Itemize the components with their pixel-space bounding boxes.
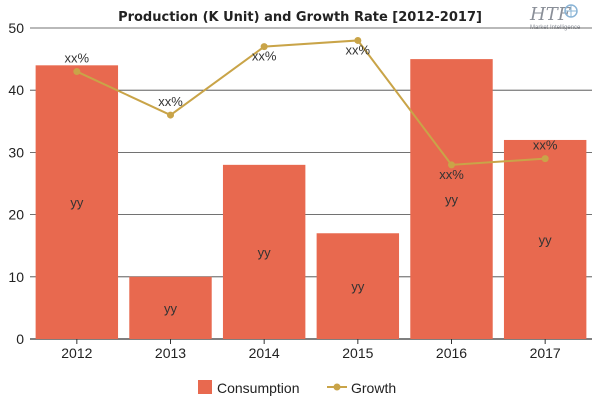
chart-title: Production (K Unit) and Growth Rate [201… <box>118 10 482 25</box>
globe-icon <box>564 4 578 18</box>
legend-label-consumption: Consumption <box>217 380 300 396</box>
data-labels: yy yy yy yy yy yy xx% xx% xx% xx% xx% xx% <box>65 42 558 315</box>
line-point <box>354 36 362 44</box>
y-tick-label: 10 <box>8 269 24 285</box>
line-data-label: xx% <box>252 49 277 64</box>
bar <box>503 139 587 339</box>
x-tick-label: 2017 <box>530 345 561 361</box>
x-tick-label: 2013 <box>155 345 186 361</box>
y-tick-label: 30 <box>8 144 24 160</box>
bar <box>316 233 400 339</box>
logo-text: HTF <box>529 4 572 25</box>
bar-data-label: yy <box>445 192 459 207</box>
line-point <box>73 68 81 76</box>
line-data-label: xx% <box>65 51 90 66</box>
bar-data-label: yy <box>164 301 178 316</box>
line-point <box>260 43 268 51</box>
gridlines <box>30 27 592 340</box>
growth-line <box>76 39 546 166</box>
y-tick-label: 0 <box>16 331 24 347</box>
bar <box>410 59 493 339</box>
bar-data-label: yy <box>258 245 272 260</box>
bar-data-label: yy <box>539 232 553 247</box>
y-tick-label: 50 <box>8 20 24 36</box>
line-data-label: xx% <box>158 94 183 109</box>
legend-swatch-growth-marker <box>333 383 341 391</box>
x-axis: 2012 2013 2014 2015 2016 2017 <box>61 339 561 361</box>
bar-series <box>35 59 587 339</box>
bar-data-label: yy <box>351 279 365 294</box>
htf-logo: HTF Market Intelligence <box>529 4 581 31</box>
y-axis: 0 10 20 30 40 50 <box>8 20 24 347</box>
legend-swatch-consumption <box>198 380 212 394</box>
y-tick-label: 20 <box>8 207 24 223</box>
line-series <box>73 36 549 169</box>
line-point <box>167 111 174 119</box>
x-tick-label: 2015 <box>342 345 373 361</box>
x-tick-label: 2016 <box>436 345 467 361</box>
legend: Consumption Growth <box>198 380 396 396</box>
bar <box>129 276 212 339</box>
line-point <box>541 155 549 163</box>
line-data-label: xx% <box>346 42 371 57</box>
bar <box>35 65 119 339</box>
line-point <box>448 161 455 169</box>
bar-data-label: yy <box>70 195 84 210</box>
x-tick-label: 2014 <box>249 345 280 361</box>
line-data-label: xx% <box>439 167 464 182</box>
bar <box>222 164 306 339</box>
y-tick-label: 40 <box>8 82 24 98</box>
x-tick-label: 2012 <box>61 345 92 361</box>
line-data-label: xx% <box>533 138 558 153</box>
legend-label-growth: Growth <box>351 380 396 396</box>
